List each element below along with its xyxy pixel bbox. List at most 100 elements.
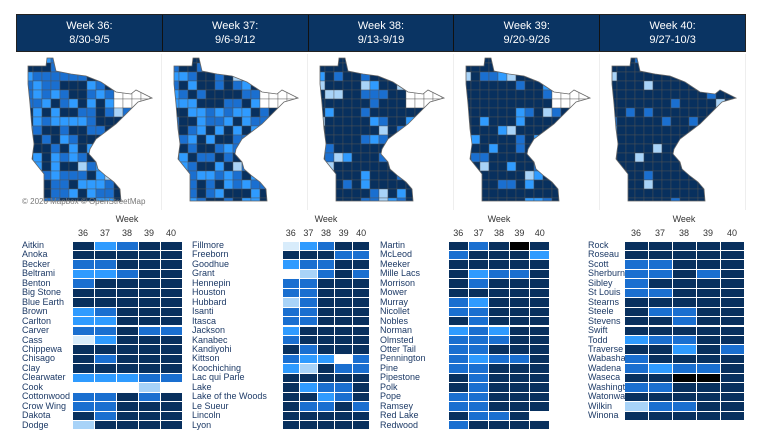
heat-cell[interactable]: [138, 288, 160, 298]
heat-cell[interactable]: [448, 411, 468, 420]
county-shape[interactable]: [405, 188, 416, 199]
county-shape[interactable]: [295, 71, 305, 82]
county-shape[interactable]: [250, 71, 261, 82]
county-shape[interactable]: [378, 197, 389, 207]
table-row[interactable]: Nicollet: [0, 306, 768, 317]
county-shape[interactable]: [652, 197, 663, 207]
county-shape[interactable]: [661, 54, 672, 64]
county-shape[interactable]: [679, 98, 690, 109]
county-shape[interactable]: [616, 179, 627, 190]
heat-cell[interactable]: [468, 307, 489, 317]
county-shape[interactable]: [515, 161, 526, 172]
county-shape[interactable]: [506, 197, 517, 207]
county-shape[interactable]: [104, 71, 115, 82]
table-row[interactable]: Red Lake: [0, 410, 768, 420]
county-shape[interactable]: [652, 170, 663, 181]
county-shape[interactable]: [387, 188, 398, 199]
heat-cell[interactable]: [160, 317, 182, 326]
county-shape[interactable]: [706, 197, 717, 207]
county-shape[interactable]: [387, 143, 398, 154]
county-shape[interactable]: [205, 170, 216, 181]
heat-cell[interactable]: [138, 383, 160, 392]
county-shape[interactable]: [441, 197, 451, 207]
heat-cell[interactable]: [72, 288, 94, 298]
county-shape[interactable]: [625, 125, 636, 136]
county-shape[interactable]: [414, 134, 425, 145]
county-shape[interactable]: [268, 54, 279, 64]
heat-cell[interactable]: [489, 373, 509, 383]
county-shape[interactable]: [396, 134, 407, 145]
county-shape[interactable]: [268, 89, 279, 100]
county-shape[interactable]: [587, 80, 597, 91]
county-shape[interactable]: [351, 116, 362, 127]
county-shape[interactable]: [497, 179, 508, 190]
heat-cell[interactable]: [720, 402, 744, 411]
county-shape[interactable]: [670, 98, 681, 109]
county-shape[interactable]: [396, 188, 407, 199]
county-shape[interactable]: [688, 197, 699, 207]
heat-cell[interactable]: [720, 307, 744, 317]
county-shape[interactable]: [506, 125, 517, 136]
heat-cell[interactable]: [352, 392, 370, 402]
county-map-week-39[interactable]: [454, 54, 600, 210]
table-row[interactable]: Cottonwood: [0, 391, 768, 401]
county-shape[interactable]: [560, 116, 571, 127]
heat-cell[interactable]: [300, 279, 317, 288]
county-shape[interactable]: [497, 134, 508, 145]
county-shape[interactable]: [724, 179, 735, 190]
county-shape[interactable]: [733, 54, 743, 64]
county-shape[interactable]: [259, 161, 270, 172]
county-shape[interactable]: [488, 80, 499, 91]
heat-cell[interactable]: [648, 354, 672, 364]
county-shape[interactable]: [578, 170, 589, 181]
county-shape[interactable]: [187, 143, 198, 154]
county-shape[interactable]: [241, 98, 252, 109]
county-shape[interactable]: [77, 54, 88, 64]
county-shape[interactable]: [131, 170, 142, 181]
county-shape[interactable]: [50, 89, 61, 100]
county-shape[interactable]: [652, 71, 663, 82]
county-shape[interactable]: [414, 188, 425, 199]
county-shape[interactable]: [360, 197, 371, 207]
county-shape[interactable]: [414, 80, 425, 91]
heat-cell[interactable]: [648, 298, 672, 307]
county-shape[interactable]: [232, 143, 243, 154]
county-shape[interactable]: [360, 188, 371, 199]
county-shape[interactable]: [369, 98, 380, 109]
county-shape[interactable]: [733, 197, 743, 207]
county-shape[interactable]: [131, 161, 142, 172]
county-shape[interactable]: [616, 62, 627, 73]
county-shape[interactable]: [86, 125, 97, 136]
county-shape[interactable]: [488, 107, 499, 118]
heat-cell[interactable]: [352, 241, 370, 250]
heat-cell[interactable]: [160, 250, 182, 260]
table-row[interactable]: Becker: [0, 259, 768, 269]
county-shape[interactable]: [608, 62, 618, 73]
county-shape[interactable]: [697, 125, 708, 136]
county-shape[interactable]: [286, 107, 297, 118]
county-shape[interactable]: [697, 188, 708, 199]
heat-cell[interactable]: [509, 298, 530, 307]
table-row[interactable]: Traverse: [0, 344, 768, 354]
county-shape[interactable]: [277, 197, 288, 207]
county-shape[interactable]: [387, 89, 398, 100]
county-shape[interactable]: [316, 134, 326, 145]
county-shape[interactable]: [369, 54, 380, 64]
county-shape[interactable]: [616, 170, 627, 181]
county-shape[interactable]: [149, 71, 159, 82]
heat-cell[interactable]: [696, 383, 720, 392]
heat-cell[interactable]: [448, 421, 468, 430]
county-shape[interactable]: [679, 134, 690, 145]
county-shape[interactable]: [715, 179, 726, 190]
county-shape[interactable]: [286, 161, 297, 172]
county-shape[interactable]: [634, 170, 645, 181]
county-shape[interactable]: [724, 197, 735, 207]
county-shape[interactable]: [506, 116, 517, 127]
county-shape[interactable]: [316, 62, 326, 73]
heat-cell[interactable]: [530, 269, 550, 279]
county-shape[interactable]: [113, 134, 124, 145]
county-shape[interactable]: [670, 188, 681, 199]
county-shape[interactable]: [396, 143, 407, 154]
county-shape[interactable]: [533, 143, 544, 154]
heat-cell[interactable]: [335, 354, 352, 364]
